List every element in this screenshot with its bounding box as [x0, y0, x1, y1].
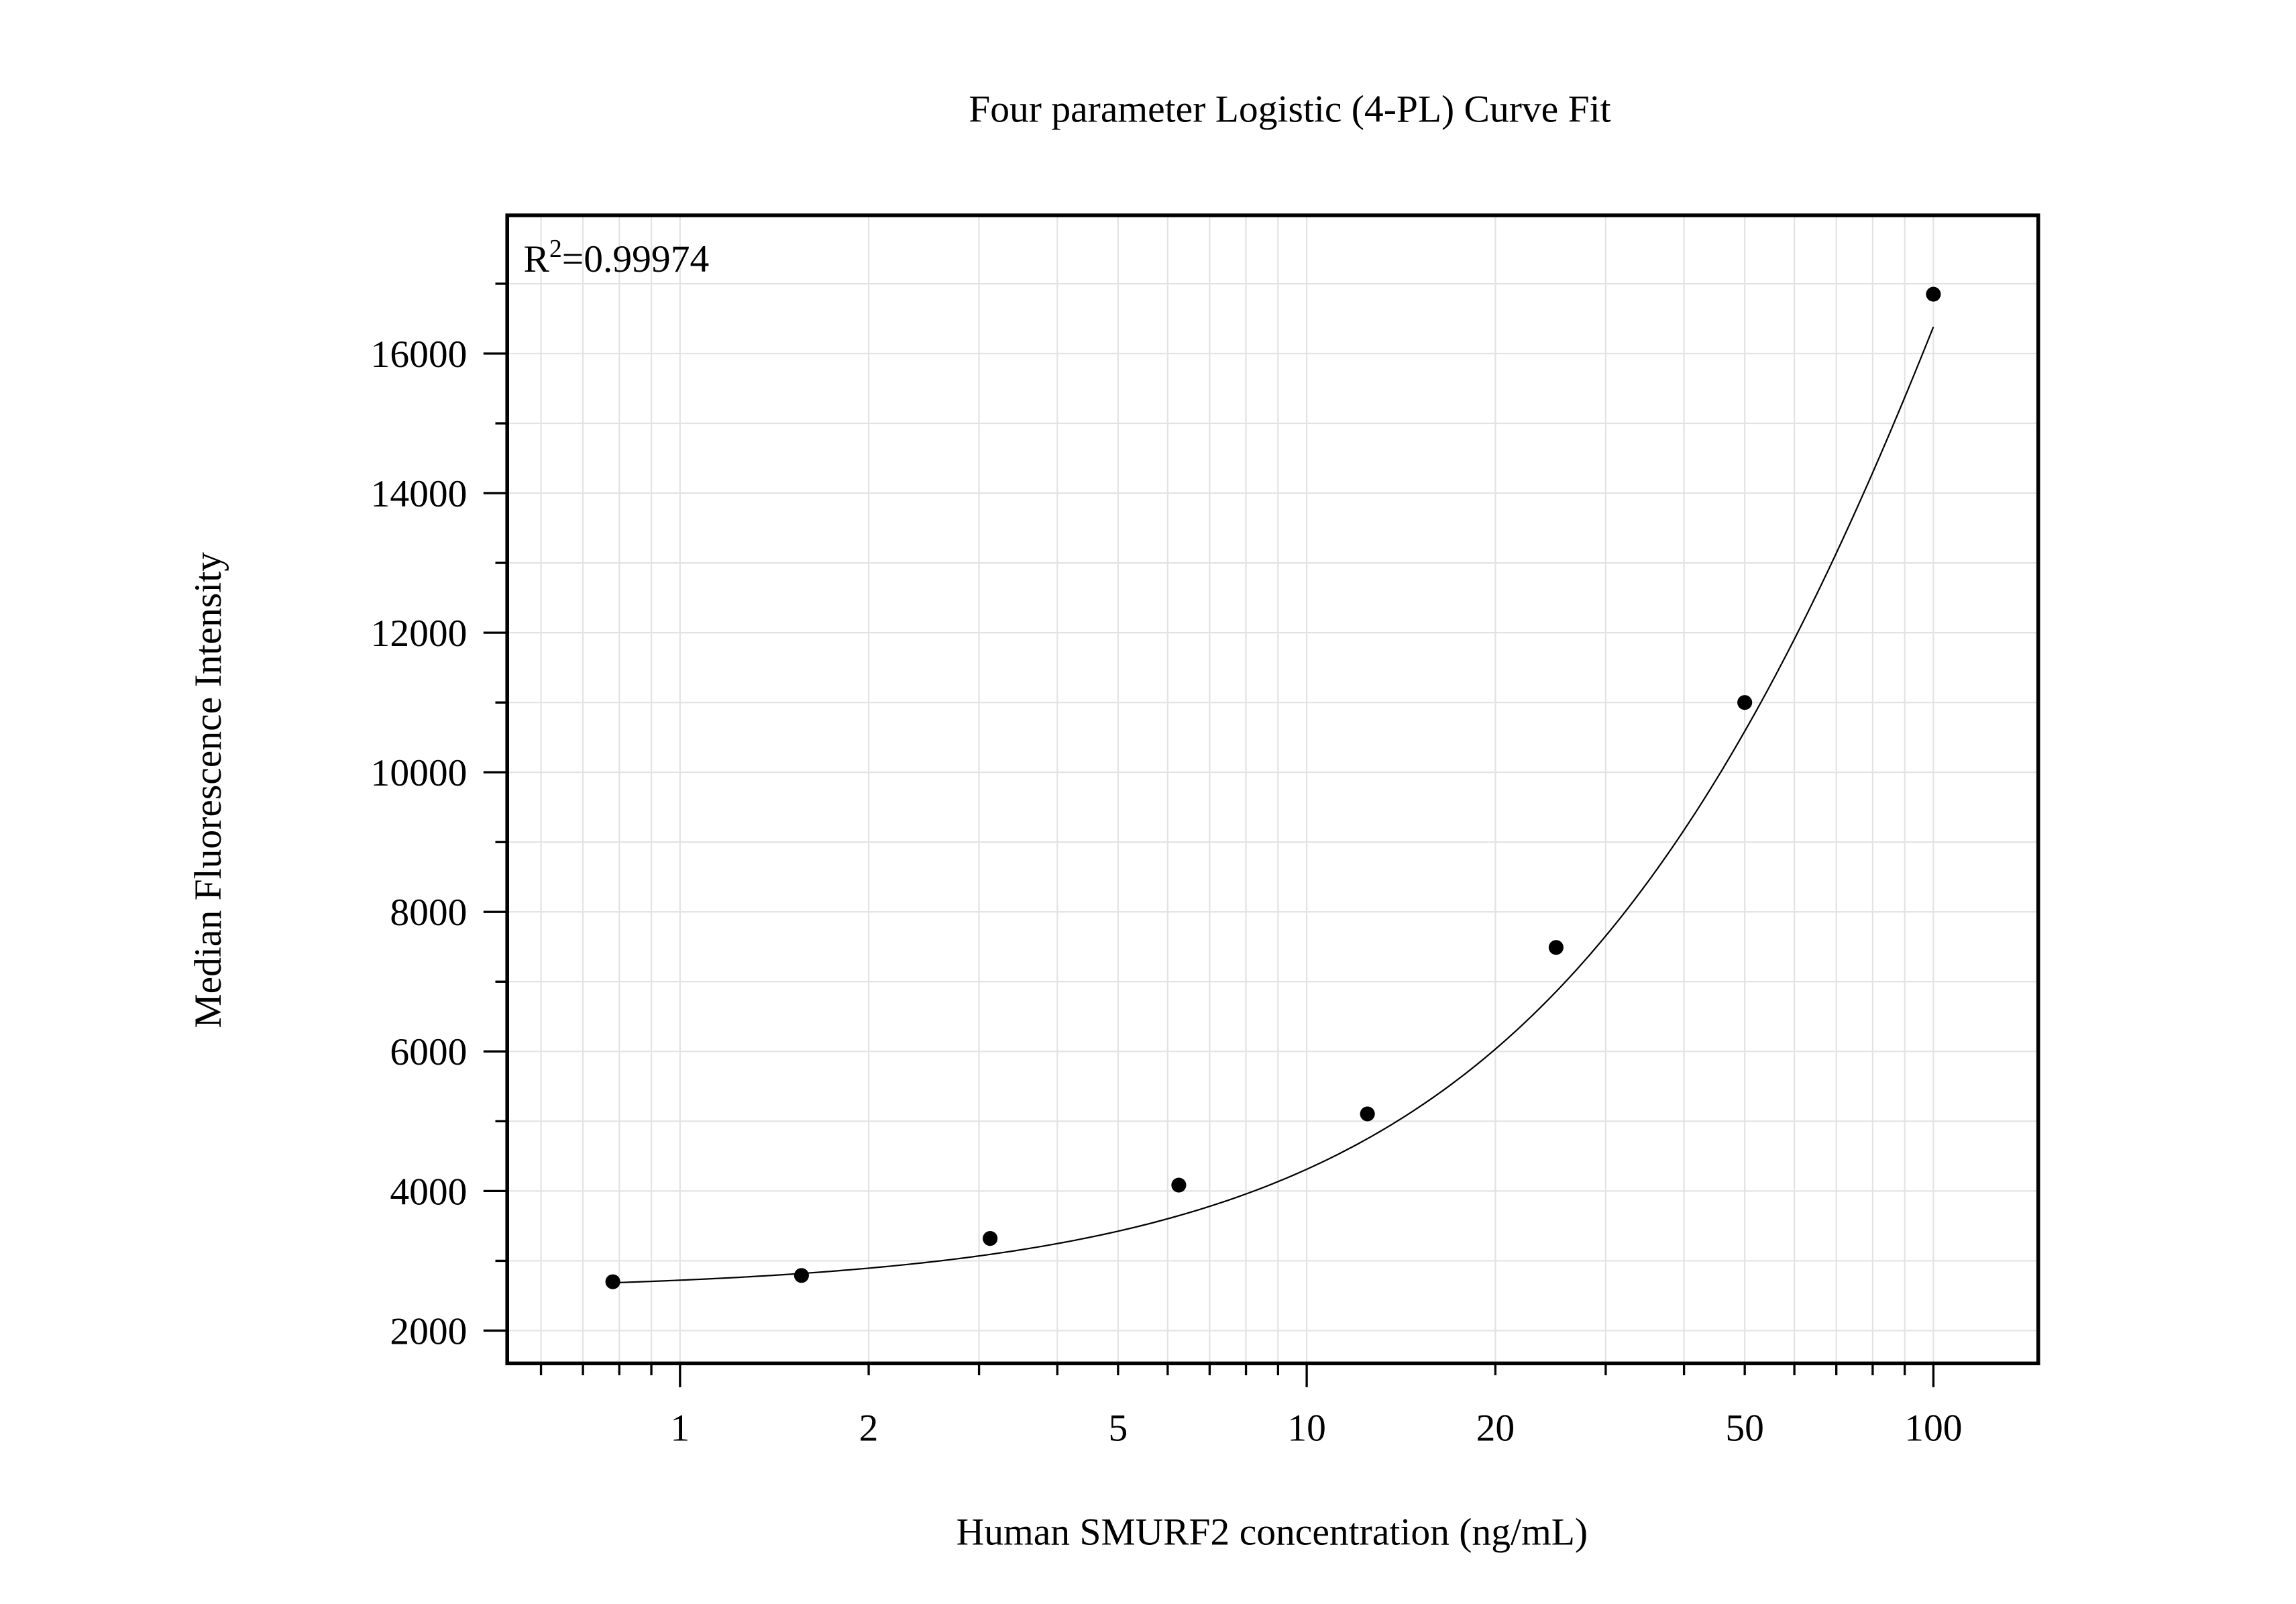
- data-point: [1360, 1106, 1375, 1122]
- x-tick-label: 1: [670, 1407, 690, 1449]
- y-tick-label: 4000: [390, 1171, 467, 1213]
- data-point: [605, 1274, 620, 1289]
- data-point: [1171, 1177, 1187, 1193]
- grid: [507, 215, 2038, 1364]
- r-squared-value: =0.99974: [562, 238, 709, 280]
- r-squared-annotation: R2=0.99974: [524, 235, 710, 280]
- x-tick-label: 50: [1725, 1407, 1764, 1449]
- data-points: [605, 286, 1941, 1289]
- x-tick-label: 5: [1108, 1407, 1128, 1449]
- data-point: [1926, 286, 1941, 302]
- y-tick-label: 10000: [371, 752, 468, 794]
- fit-curve: [612, 326, 1934, 1284]
- x-tick-label: 100: [1904, 1407, 1962, 1449]
- axis-ticks: 1 2 5 10 20 50 100 2000 4000 6000 8000 10000 12000 14…: [371, 282, 1963, 1449]
- plot-frame: [505, 213, 2040, 1366]
- y-tick-label: 6000: [390, 1031, 467, 1073]
- y-tick-label: 8000: [390, 892, 467, 934]
- chart-title: Four parameter Logistic (4-PL) Curve Fit: [969, 89, 1610, 131]
- data-point: [983, 1231, 998, 1246]
- y-tick-label: 12000: [371, 612, 468, 655]
- x-tick-label: 2: [859, 1407, 879, 1449]
- y-tick-label: 16000: [371, 333, 468, 376]
- data-point: [1737, 695, 1753, 710]
- y-axis-label: Median Fluorescence Intensity: [187, 552, 229, 1028]
- x-tick-label: 20: [1476, 1407, 1515, 1449]
- r-squared-prefix: R: [524, 238, 550, 280]
- y-tick-label: 14000: [371, 473, 468, 515]
- x-tick-label: 10: [1287, 1407, 1326, 1449]
- x-axis-label: Human SMURF2 concentration (ng/mL): [956, 1511, 1588, 1553]
- fit-curve-layer: [612, 326, 1934, 1284]
- data-point: [794, 1268, 809, 1283]
- r-squared-sup: 2: [549, 235, 562, 263]
- y-tick-label: 2000: [390, 1310, 467, 1352]
- data-point: [1548, 940, 1564, 955]
